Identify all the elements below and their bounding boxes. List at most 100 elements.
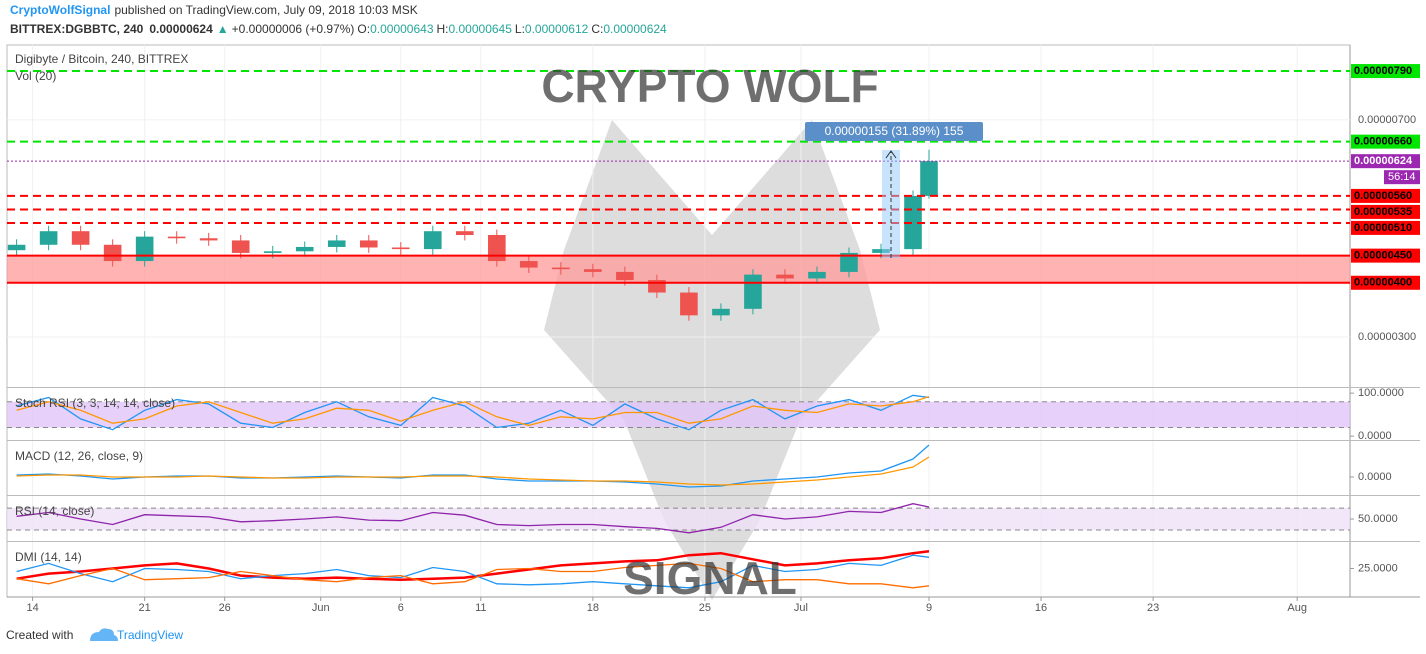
footer-brand[interactable]: TradingView — [117, 628, 183, 642]
y-tick-label: 0.0000 — [1358, 471, 1392, 483]
indicator-line — [16, 503, 930, 534]
candle-body — [488, 235, 506, 262]
candle-body — [840, 252, 858, 272]
level-label: 0.00000660 — [1354, 136, 1412, 148]
indicator-title: MACD (12, 26, close, 9) — [15, 449, 143, 463]
candle-body — [263, 251, 282, 253]
x-tick-label: 9 — [926, 602, 932, 614]
candle-body — [616, 271, 634, 281]
x-tick-label: 6 — [398, 602, 404, 614]
candle-body — [520, 261, 538, 268]
candle-body — [712, 308, 730, 316]
y-tick-label: 100.0000 — [1358, 387, 1404, 399]
candle-body — [7, 244, 26, 251]
candle-body — [103, 244, 122, 262]
plot-layer: 14 21 26 Jun 6 11 18 25 Jul 9 16 23 Aug 0.00000700 0.0… — [6, 44, 1420, 614]
header-line-1: CryptoWolfSignal published on TradingView… — [10, 3, 418, 17]
wolf-logo — [544, 120, 880, 600]
c: 0.00000624 — [603, 22, 667, 36]
x-tick-label: 25 — [699, 602, 711, 614]
indicator-band — [7, 401, 1350, 428]
watermark-bottom: SIGNAL — [623, 552, 797, 604]
level-label: 0.00000510 — [1354, 222, 1412, 234]
indicator-line — [16, 456, 930, 486]
o-label: O: — [357, 22, 370, 36]
indicator-line — [16, 395, 930, 427]
measure-box — [805, 122, 983, 141]
candle-body — [39, 231, 58, 245]
h-label: H: — [437, 22, 449, 36]
level-tag — [1351, 64, 1420, 79]
x-tick-label: 14 — [26, 602, 38, 614]
footer-created: Created with — [6, 628, 73, 642]
chart-title: Digibyte / Bitcoin, 240, BITTREX — [15, 52, 188, 66]
watermark — [544, 120, 880, 600]
author[interactable]: CryptoWolfSignal — [10, 3, 110, 17]
indicator-line — [16, 394, 930, 431]
x-tick-label: 23 — [1147, 602, 1159, 614]
candle-body — [167, 236, 186, 239]
candle-body — [231, 240, 250, 253]
c-label: C: — [591, 22, 603, 36]
published: published on TradingView.com, July 09, 2… — [114, 3, 417, 17]
indicator-title: Stoch RSI (3, 3, 14, 14, close) — [15, 396, 175, 410]
l: 0.00000612 — [525, 22, 589, 36]
candle-body — [872, 249, 890, 253]
candle-body — [776, 274, 794, 279]
candle-body — [391, 247, 410, 250]
last: 0.00000624 — [149, 22, 213, 36]
x-tick-label: 26 — [219, 602, 231, 614]
candle-body — [456, 231, 474, 235]
y-tick-label: 0.00000300 — [1358, 331, 1416, 343]
o: 0.00000643 — [370, 22, 434, 36]
x-tick-label: 11 — [475, 602, 486, 614]
support-zone — [7, 255, 1350, 283]
level-label: 0.00000450 — [1354, 250, 1412, 262]
level-tag — [1351, 134, 1420, 149]
level-tag — [1351, 275, 1420, 290]
measure-tool: 0.00000155 (31.89%) 155 — [805, 122, 983, 258]
level-tag — [1351, 154, 1420, 169]
candle-body — [423, 231, 442, 250]
level-label: 0.00000535 — [1354, 206, 1412, 218]
candle-body — [71, 231, 90, 245]
candle-body — [920, 161, 938, 196]
candle-body — [327, 240, 346, 247]
candle-body — [744, 274, 762, 309]
indicator-band — [7, 508, 1350, 531]
change: +0.00000006 (+0.97%) — [232, 22, 355, 36]
footer: Created with TradingView — [6, 628, 183, 642]
tv-logo — [90, 628, 118, 641]
countdown-tag — [1384, 170, 1420, 185]
y-tick-label: 0.00000700 — [1358, 114, 1416, 126]
level-label: 0.00000624 — [1354, 155, 1413, 167]
arrow: ▲ — [217, 22, 229, 36]
indicator-title: RSI (14, close) — [15, 504, 94, 518]
candle-body — [295, 246, 314, 252]
indicator-line — [16, 562, 930, 589]
x-tick-label: 21 — [139, 602, 151, 614]
countdown: 56:14 — [1388, 171, 1416, 183]
l-label: L: — [515, 22, 525, 36]
candle-body — [199, 238, 218, 241]
candle-body — [359, 240, 378, 248]
header-line-2: BITTREX:DGBBTC, 240 0.00000624 ▲ +0.0000000… — [10, 22, 667, 36]
y-tick-label: 25.0000 — [1358, 562, 1398, 574]
level-label: 0.00000560 — [1354, 190, 1412, 202]
symbol: BITTREX:DGBBTC, 240 — [10, 22, 144, 36]
x-tick-label: 18 — [587, 602, 599, 614]
watermark-top: CRYPTO WOLF — [541, 60, 878, 112]
level-tag — [1351, 188, 1420, 203]
indicator-line — [16, 554, 930, 589]
candle-body — [584, 269, 602, 272]
measure-label: 0.00000155 (31.89%) 155 — [825, 124, 964, 138]
indicator-title: DMI (14, 14) — [15, 550, 82, 564]
x-tick-label: Aug — [1287, 602, 1307, 614]
candle-body — [808, 271, 826, 279]
x-tick-label: Jun — [312, 602, 330, 614]
level-label: 0.00000400 — [1354, 277, 1412, 289]
measure-range — [882, 150, 900, 258]
h: 0.00000645 — [449, 22, 513, 36]
